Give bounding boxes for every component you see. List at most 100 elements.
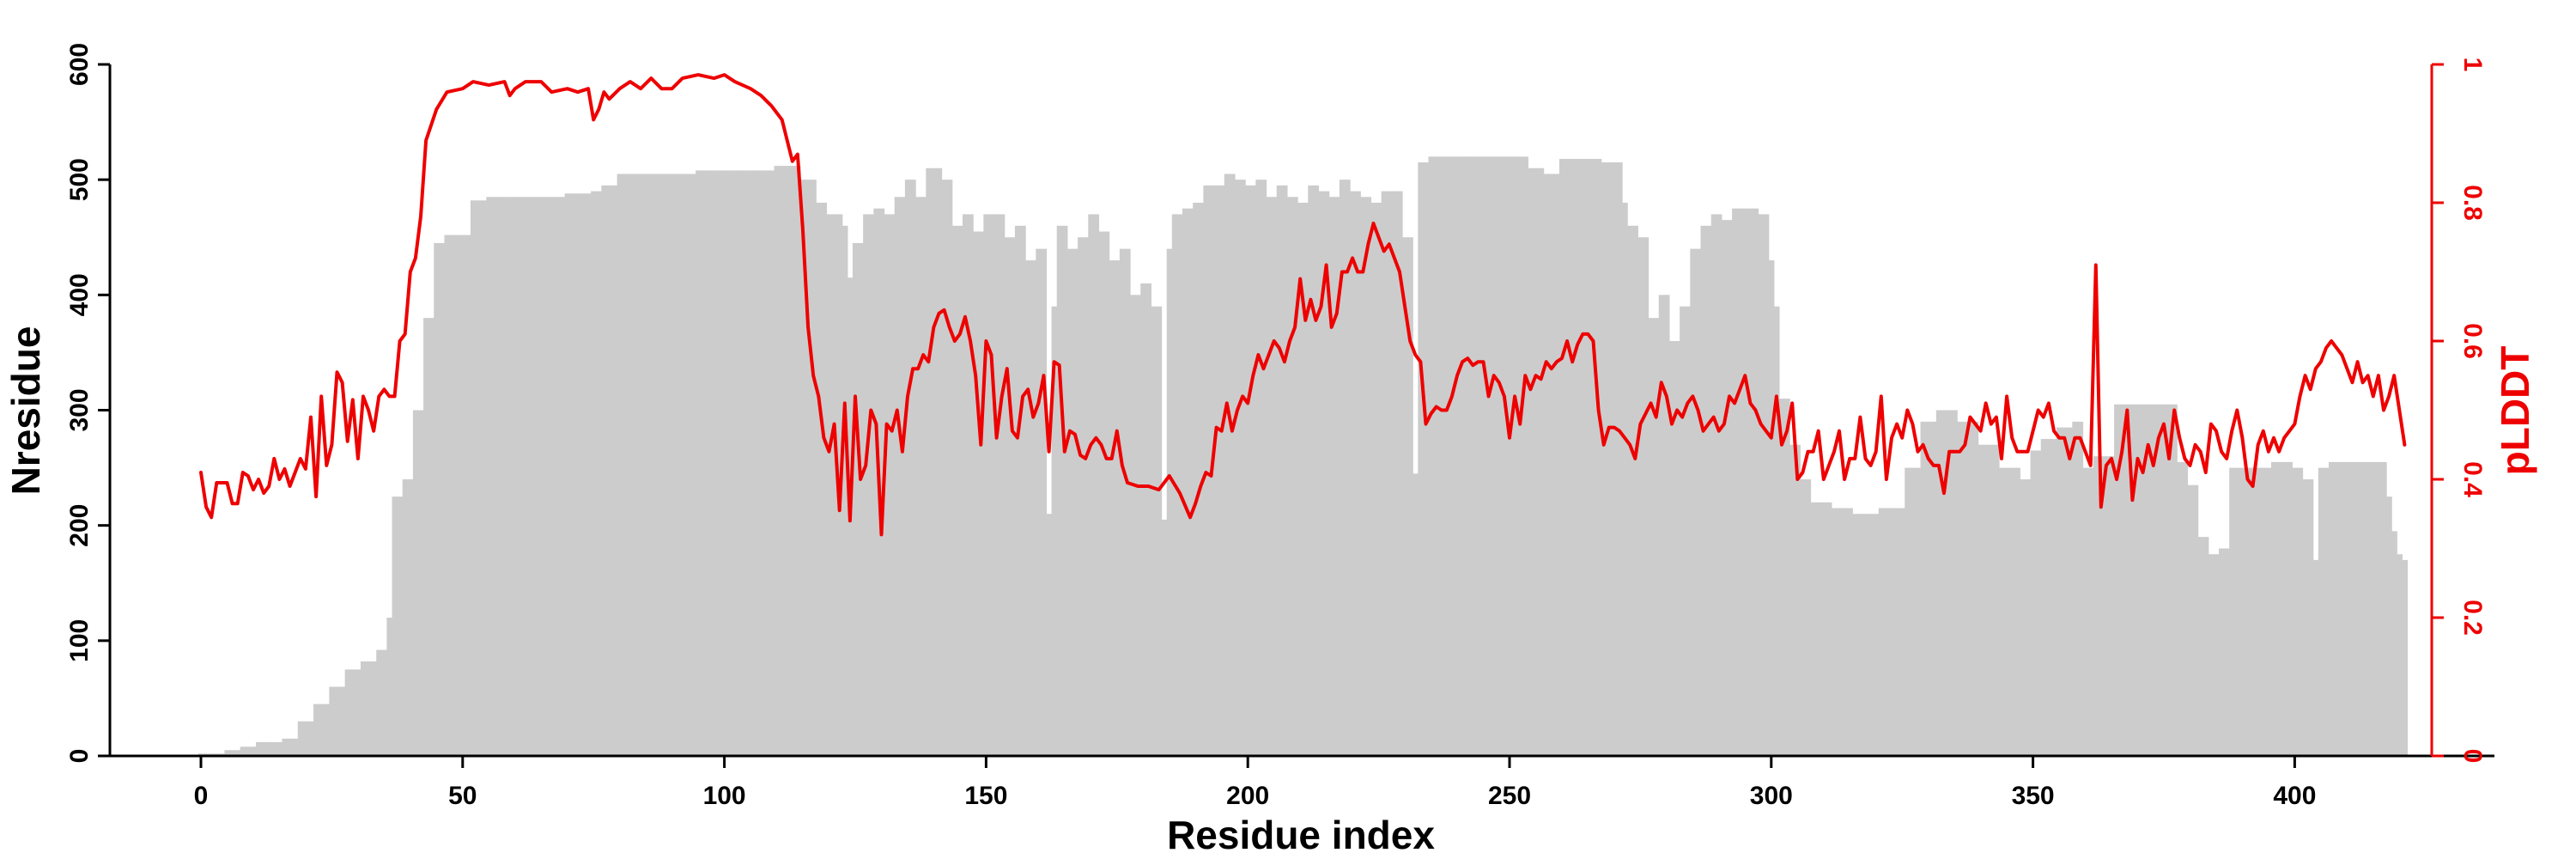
nresidue-bar <box>1627 225 1633 757</box>
nresidue-bar <box>1014 225 1021 757</box>
nresidue-bar <box>1297 203 1303 756</box>
nresidue-bar <box>349 669 356 757</box>
nresidue-bar <box>1668 341 1675 756</box>
nresidue-bar <box>292 738 299 757</box>
y-left-tick-label: 200 <box>65 504 94 547</box>
nresidue-bar <box>1491 156 1498 756</box>
nresidue-bar <box>522 197 529 757</box>
nresidue-bar <box>1103 231 1110 756</box>
nresidue-bar <box>459 235 466 756</box>
nresidue-bar <box>1862 514 1869 756</box>
nresidue-bar <box>2004 467 2010 756</box>
nresidue-bar <box>1313 185 1320 757</box>
nresidue-bar <box>1203 185 1210 757</box>
nresidue-bar <box>915 197 921 757</box>
nresidue-bar <box>1800 479 1807 756</box>
nresidue-bar <box>2197 537 2204 756</box>
nresidue-bar <box>1553 174 1560 756</box>
y-left-tick-label: 500 <box>65 158 94 201</box>
nresidue-bar <box>936 168 943 756</box>
nresidue-bar <box>1061 225 1068 757</box>
nresidue-bar <box>376 649 382 756</box>
nresidue-bar <box>1433 156 1440 756</box>
nresidue-bar <box>1292 197 1298 757</box>
nresidue-bar <box>1888 508 1895 756</box>
nresidue-bar <box>1983 444 1990 756</box>
nresidue-bar <box>2072 421 2079 756</box>
nresidue-bar <box>1548 174 1555 756</box>
nresidue-bar <box>1710 214 1717 757</box>
nresidue-bar <box>1418 162 1425 757</box>
nresidue-bar <box>1449 156 1455 756</box>
nresidue-bar <box>858 242 864 757</box>
nresidue-bar <box>1925 421 1932 756</box>
nresidue-bar <box>962 214 969 757</box>
nresidue-bar <box>910 180 916 757</box>
nresidue-bar <box>1276 185 1283 757</box>
plddt-line <box>199 73 2407 537</box>
nresidue-bar <box>1606 162 1613 757</box>
nresidue-bar <box>1328 197 1335 757</box>
nresidue-bar <box>2380 461 2387 757</box>
nresidue-bar <box>1512 156 1518 756</box>
nresidue-bar <box>2260 467 2267 756</box>
nresidue-bar <box>386 618 393 756</box>
nresidue-bar <box>501 197 508 757</box>
nresidue-bar <box>371 661 377 756</box>
nresidue-bar <box>1726 220 1733 757</box>
nresidue-bar <box>2265 467 2272 756</box>
nresidue-bar <box>444 235 451 756</box>
nresidue-bar <box>2234 467 2240 756</box>
nresidue-bar <box>1998 467 2005 756</box>
nresidue-bar <box>894 197 901 757</box>
nresidue-bar <box>2087 467 2094 756</box>
nresidue-bar <box>2067 427 2073 757</box>
nresidue-bar <box>1193 203 1199 756</box>
nresidue-bar <box>1810 502 1817 756</box>
nresidue-bar <box>769 170 775 756</box>
nresidue-bar <box>2009 467 2015 756</box>
nresidue-bar <box>1915 467 1922 756</box>
nresidue-bar <box>811 180 817 757</box>
nresidue-bar <box>287 738 294 757</box>
nresidue-bar <box>889 214 896 757</box>
nresidue-bar <box>878 208 885 756</box>
nresidue-bar <box>2040 439 2047 756</box>
x-tick-label: 0 <box>194 782 209 810</box>
nresidue-bar <box>496 197 503 757</box>
plddt-series <box>199 73 2407 537</box>
nresidue-bar <box>1365 197 1372 757</box>
nresidue-bar <box>1947 410 1953 756</box>
nresidue-bar <box>742 170 749 756</box>
nresidue-bar <box>1036 248 1042 756</box>
nresidue-bar <box>1852 514 1858 756</box>
nresidue-bar <box>2302 479 2309 756</box>
nresidue-bar <box>1030 260 1036 757</box>
nresidue-bar <box>1658 295 1665 757</box>
nresidue-bar <box>1732 208 1738 756</box>
nresidue-bar <box>574 193 581 756</box>
nresidue-bar <box>1795 444 1801 756</box>
nresidue-bar <box>1224 174 1230 756</box>
nresidue-bar <box>1967 421 1974 756</box>
nresidue-bar <box>1575 159 1581 756</box>
nresidue-bar <box>2192 484 2199 756</box>
nresidue-bar <box>2108 456 2115 756</box>
x-axis-ticks: 0 50 100 150 200 250 300 350 400 <box>194 756 2316 810</box>
nresidue-bar <box>1815 502 1822 756</box>
y-right-tick-label: 0.4 <box>2458 461 2487 497</box>
nresidue-bar <box>884 214 890 757</box>
nresidue-bar <box>1176 214 1183 757</box>
nresidue-bar <box>1837 508 1843 756</box>
nresidue-bar <box>1166 248 1173 756</box>
nresidue-bar <box>2062 427 2068 757</box>
nresidue-bar <box>1286 197 1293 757</box>
nresidue-bar <box>360 661 367 756</box>
nresidue-bar <box>831 214 838 757</box>
nresidue-bar <box>428 318 434 756</box>
nresidue-bar <box>1905 467 1911 756</box>
nresidue-bar <box>669 174 676 756</box>
nresidue-bar <box>1234 180 1241 757</box>
nresidue-bar <box>2045 439 2052 756</box>
nresidue-bar <box>758 170 764 756</box>
